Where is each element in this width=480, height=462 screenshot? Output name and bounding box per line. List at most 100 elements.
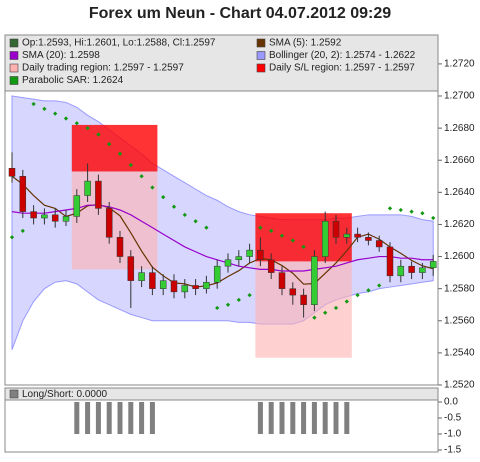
legend-swatch [256, 38, 266, 48]
bar [279, 402, 285, 434]
candle-body [321, 220, 329, 257]
y-tick-label: -1.0 [444, 429, 462, 440]
y-tick-label: 1.2700 [444, 91, 475, 102]
candle-body [354, 233, 361, 238]
candle-body [95, 180, 102, 209]
y-tick-label: 1.2620 [444, 219, 475, 230]
candle-body [170, 280, 178, 293]
candle-body [159, 280, 167, 289]
region-box [71, 124, 158, 172]
candle-body [365, 237, 372, 241]
sar-dot [128, 162, 133, 168]
sar-dot [366, 288, 371, 293]
y-tick-label: -0.5 [444, 413, 462, 424]
candle-body [19, 176, 27, 212]
sar-dot [171, 204, 177, 209]
sar-dot [398, 207, 403, 213]
sar-dot [323, 310, 328, 315]
indicator-line [11, 175, 434, 288]
legend-swatch [9, 63, 19, 73]
sar-dot [377, 283, 382, 288]
sar-dot [290, 238, 295, 243]
bar [290, 402, 296, 434]
sar-dot [247, 292, 252, 298]
sar-dot [9, 235, 15, 240]
candle-body [192, 285, 199, 289]
bar [333, 402, 339, 434]
legend-swatch [9, 51, 19, 60]
y-tick-label: 1.2560 [444, 315, 475, 326]
sar-dot [225, 302, 231, 307]
y-tick-label: 1.2680 [444, 123, 475, 134]
y-tick-label: 1.2640 [444, 187, 475, 198]
candle-body [429, 261, 437, 269]
candle-body [127, 256, 135, 281]
candle-body [41, 214, 48, 219]
legend-label: Parabolic SAR: 1.2624 [22, 75, 124, 86]
candle-body [62, 216, 70, 222]
bar [128, 402, 134, 434]
candle-body [84, 180, 91, 196]
y-tick-label: 1.2520 [444, 380, 475, 391]
sar-dot [279, 233, 285, 238]
candle-body [419, 267, 426, 273]
legend-label: Daily S/L region: 1.2597 - 1.2597 [269, 63, 415, 74]
legend-label: SMA (5): 1.2592 [269, 38, 342, 49]
sar-dot [96, 132, 101, 137]
candle-body [30, 211, 37, 219]
indicator-line [11, 204, 434, 272]
sar-dot [204, 225, 209, 230]
y-tick-label: 1.2540 [444, 348, 475, 359]
candle-body [138, 272, 145, 281]
sar-dot [74, 121, 79, 126]
candle-body [375, 240, 383, 248]
legend-label: SMA (20): 1.2598 [22, 50, 100, 61]
candle-body [397, 265, 405, 277]
sar-dot [139, 174, 144, 179]
candle-body [213, 265, 221, 283]
lower-layer: 0.0 -0.5 -1.0 -1.5 Long/Short: 0.0000 [4, 387, 462, 456]
bar [268, 402, 274, 434]
candle-body [278, 272, 286, 289]
legend-swatch [9, 76, 19, 85]
candle-body [224, 259, 232, 267]
candle-body [203, 281, 210, 289]
candle-body [51, 214, 59, 222]
sar-dot [409, 209, 414, 214]
bar [257, 402, 263, 434]
legend-swatch [256, 51, 266, 60]
sar-dot [42, 106, 47, 111]
candle-body [73, 195, 81, 217]
overlay-layer: 1.2520 1.2540 1.2560 1.2580 1.2600 1.2620 1.26… [4, 34, 475, 391]
sar-dot [344, 299, 349, 304]
sar-dot [161, 195, 166, 200]
legend-box [4, 34, 439, 92]
y-tick-label: 0.0 [444, 397, 458, 408]
sar-dot [182, 212, 187, 217]
sar-dot [117, 151, 123, 156]
sar-dot [20, 228, 25, 233]
candle-body [289, 288, 297, 296]
legend-label: Daily trading region: 1.2597 - 1.2597 [22, 63, 184, 74]
sar-dot [269, 228, 274, 233]
bar [95, 402, 101, 434]
candle-body [343, 233, 351, 238]
candle-body [267, 259, 275, 273]
y-tick-label: 1.2660 [444, 155, 475, 166]
plot-layer [8, 95, 437, 358]
candle-body [311, 256, 318, 305]
candle-body [8, 168, 16, 177]
candle-body [105, 208, 113, 238]
sar-dot [31, 101, 36, 107]
sar-dot [63, 116, 69, 121]
legend-swatch [9, 38, 19, 48]
sar-dot [53, 111, 58, 116]
legend-box [4, 387, 439, 401]
candle-body [386, 246, 394, 277]
candle-body [116, 237, 124, 257]
sar-dot [85, 125, 90, 131]
bar [344, 402, 350, 434]
y-tick-label: 1.2580 [444, 283, 475, 294]
y-tick-label: -1.5 [444, 445, 462, 456]
